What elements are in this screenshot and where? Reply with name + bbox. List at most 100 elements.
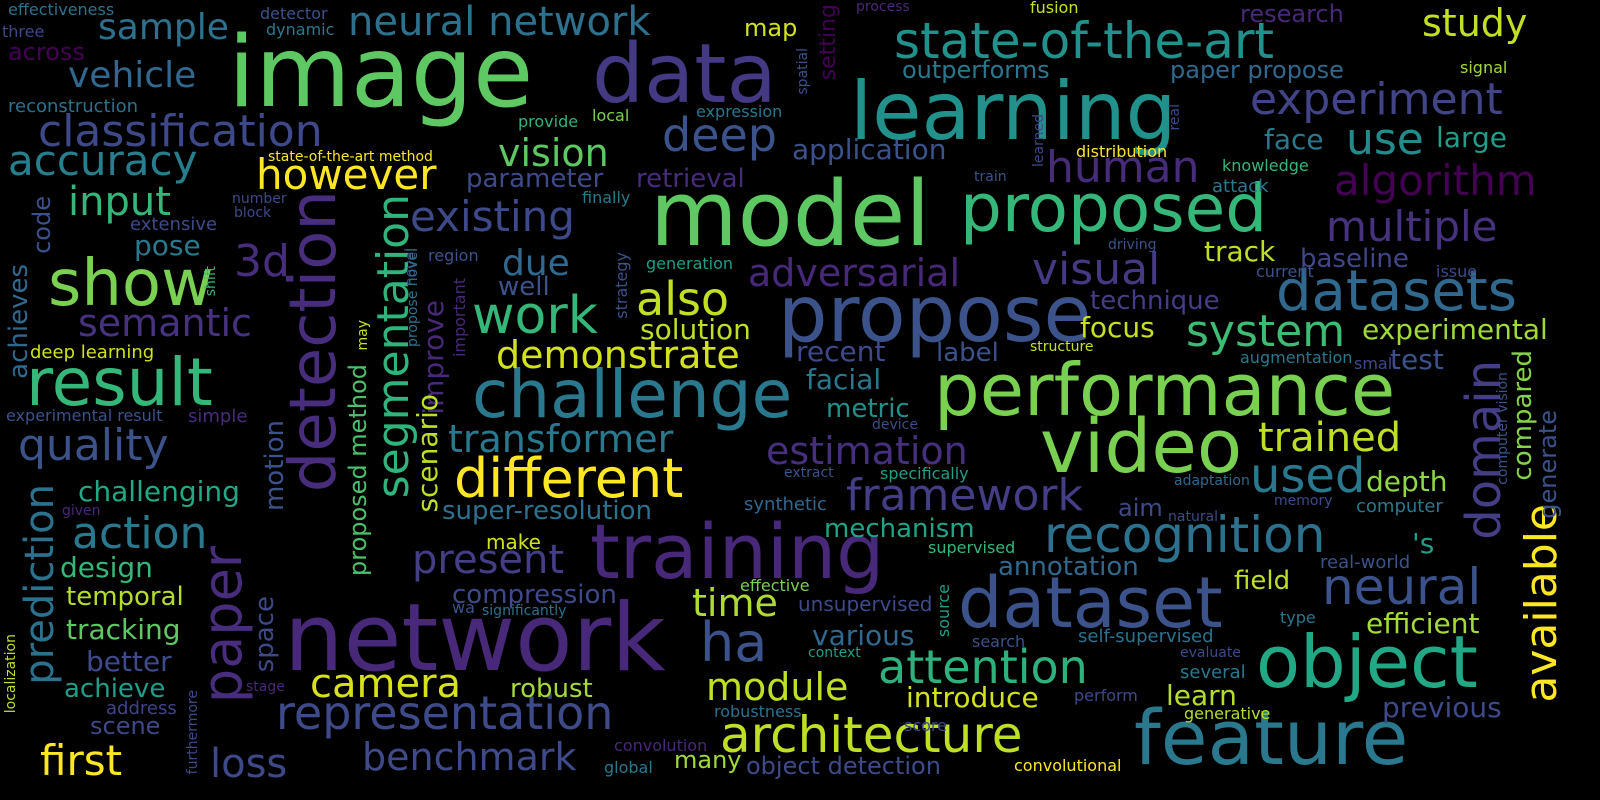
- word-generate: generate: [1534, 410, 1562, 519]
- word-baseline: baseline: [1300, 244, 1409, 274]
- word-self-supervised: self-supervised: [1078, 626, 1214, 647]
- word-use: use: [1346, 114, 1424, 165]
- word-local: local: [592, 106, 630, 125]
- word-real: real: [1167, 104, 1183, 131]
- word-state-of-the-art: state-of-the-art: [894, 12, 1275, 70]
- word-sample: sample: [98, 7, 229, 48]
- word-perform: perform: [1074, 686, 1138, 705]
- word-finally: finally: [582, 188, 631, 207]
- word-computer: computer: [1356, 496, 1443, 517]
- word-attack: attack: [1212, 176, 1269, 197]
- word-algorithm: algorithm: [1334, 156, 1537, 205]
- word-achieve: achieve: [64, 674, 166, 704]
- word-classification: classification: [38, 106, 323, 157]
- word-parameter: parameter: [466, 164, 604, 194]
- word-face: face: [1264, 123, 1324, 156]
- word-motion: motion: [260, 420, 290, 512]
- word-architecture: architecture: [720, 706, 1023, 764]
- word-proposed: proposed: [960, 170, 1268, 247]
- word-prediction: prediction: [17, 484, 63, 685]
- word-memory: memory: [1274, 493, 1333, 509]
- word-structure: structure: [1030, 339, 1094, 355]
- word-model: model: [650, 162, 931, 267]
- word-device: device: [872, 417, 918, 433]
- word-furthermore: furthermore: [185, 690, 201, 775]
- word-facial: facial: [806, 363, 882, 396]
- word-focus: focus: [1080, 311, 1155, 344]
- word-propose: propose: [778, 270, 1092, 360]
- word-unsupervised: unsupervised: [798, 592, 933, 616]
- word-number: number: [232, 191, 287, 207]
- word-vision: vision: [498, 131, 609, 175]
- word-first: first: [40, 736, 123, 785]
- word-aim: aim: [1118, 494, 1163, 522]
- word-ha: ha: [700, 611, 768, 674]
- word-global: global: [604, 758, 653, 777]
- word-may: may: [355, 320, 371, 351]
- word-adversarial: adversarial: [748, 251, 961, 295]
- word-achieves: achieves: [4, 264, 34, 379]
- word-mechanism: mechanism: [824, 514, 975, 544]
- word-deep-learning: deep learning: [30, 342, 155, 363]
- word-robustness: robustness: [714, 702, 802, 721]
- word-scenario: scenario: [411, 394, 444, 513]
- word-accuracy: accuracy: [8, 136, 198, 185]
- word-score: score: [904, 716, 947, 735]
- word-demonstrate: demonstrate: [496, 333, 740, 377]
- word-depth: depth: [1366, 465, 1448, 498]
- word-test: test: [1390, 343, 1444, 376]
- word-experiment: experiment: [1250, 74, 1503, 125]
- word-quality: quality: [18, 420, 169, 471]
- word-system: system: [1186, 306, 1346, 357]
- word-context: context: [808, 645, 861, 661]
- word-available: available: [1516, 504, 1567, 703]
- word-current: current: [1256, 262, 1314, 281]
- word-design: design: [60, 551, 153, 584]
- word-simple: simple: [188, 406, 248, 427]
- word-scene: scene: [90, 712, 161, 740]
- word-supervised: supervised: [928, 538, 1016, 557]
- word-object-detection: object detection: [746, 752, 941, 780]
- word-region: region: [428, 246, 479, 265]
- word-effective: effective: [740, 576, 810, 595]
- word-trained: trained: [1258, 415, 1402, 461]
- word-object: object: [1256, 620, 1478, 704]
- word-space: space: [250, 596, 280, 673]
- word-compression: compression: [452, 580, 617, 610]
- word-setting: setting: [816, 4, 841, 81]
- word-training: training: [590, 507, 885, 596]
- word-performance: performance: [934, 348, 1396, 432]
- word-technique: technique: [1090, 286, 1220, 316]
- word-proposed-method: proposed method: [344, 364, 372, 576]
- word-three: three: [2, 22, 45, 41]
- word-time: time: [692, 581, 778, 625]
- word-learning: learning: [850, 65, 1177, 158]
- word-neural: neural: [1322, 558, 1482, 616]
- word-retrieval: retrieval: [636, 164, 745, 194]
- word-label: label: [936, 338, 999, 368]
- word-search: search: [972, 632, 1026, 651]
- word-address: address: [106, 698, 177, 719]
- word-detection: detection: [277, 190, 351, 493]
- word-extensive: extensive: [130, 214, 218, 235]
- word-application: application: [792, 133, 947, 166]
- word-recent: recent: [796, 335, 886, 368]
- word-challenge: challenge: [472, 356, 793, 433]
- word-convolutional: convolutional: [1014, 756, 1122, 775]
- word-fusion: fusion: [1030, 0, 1079, 17]
- word-tracking: tracking: [66, 613, 181, 646]
- word-visual: visual: [1032, 244, 1161, 295]
- word-annotation: annotation: [998, 552, 1139, 582]
- word-several: several: [1180, 662, 1246, 683]
- word-solution: solution: [640, 313, 751, 346]
- word-propose-novel: propose novel: [405, 248, 421, 347]
- word-localization: localization: [3, 634, 19, 714]
- word-many: many: [674, 746, 742, 774]
- word-type: type: [1280, 608, 1316, 627]
- word-existing: existing: [410, 192, 575, 241]
- word-synthetic: synthetic: [744, 494, 827, 515]
- word-multiple: multiple: [1326, 202, 1498, 251]
- word-learn: learn: [1166, 679, 1237, 712]
- word-experimental-result: experimental result: [6, 406, 163, 425]
- word-process: process: [856, 0, 910, 15]
